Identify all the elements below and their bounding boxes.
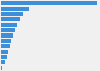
Bar — [1, 28, 15, 32]
Bar — [1, 60, 5, 64]
Bar — [1, 44, 10, 48]
Bar — [1, 55, 7, 59]
Bar — [1, 23, 17, 27]
Bar — [1, 66, 2, 70]
Bar — [1, 34, 13, 37]
Bar — [1, 12, 23, 16]
Bar — [1, 39, 11, 43]
Bar — [1, 50, 8, 54]
Bar — [1, 7, 29, 11]
Bar — [1, 1, 97, 5]
Bar — [1, 17, 20, 21]
